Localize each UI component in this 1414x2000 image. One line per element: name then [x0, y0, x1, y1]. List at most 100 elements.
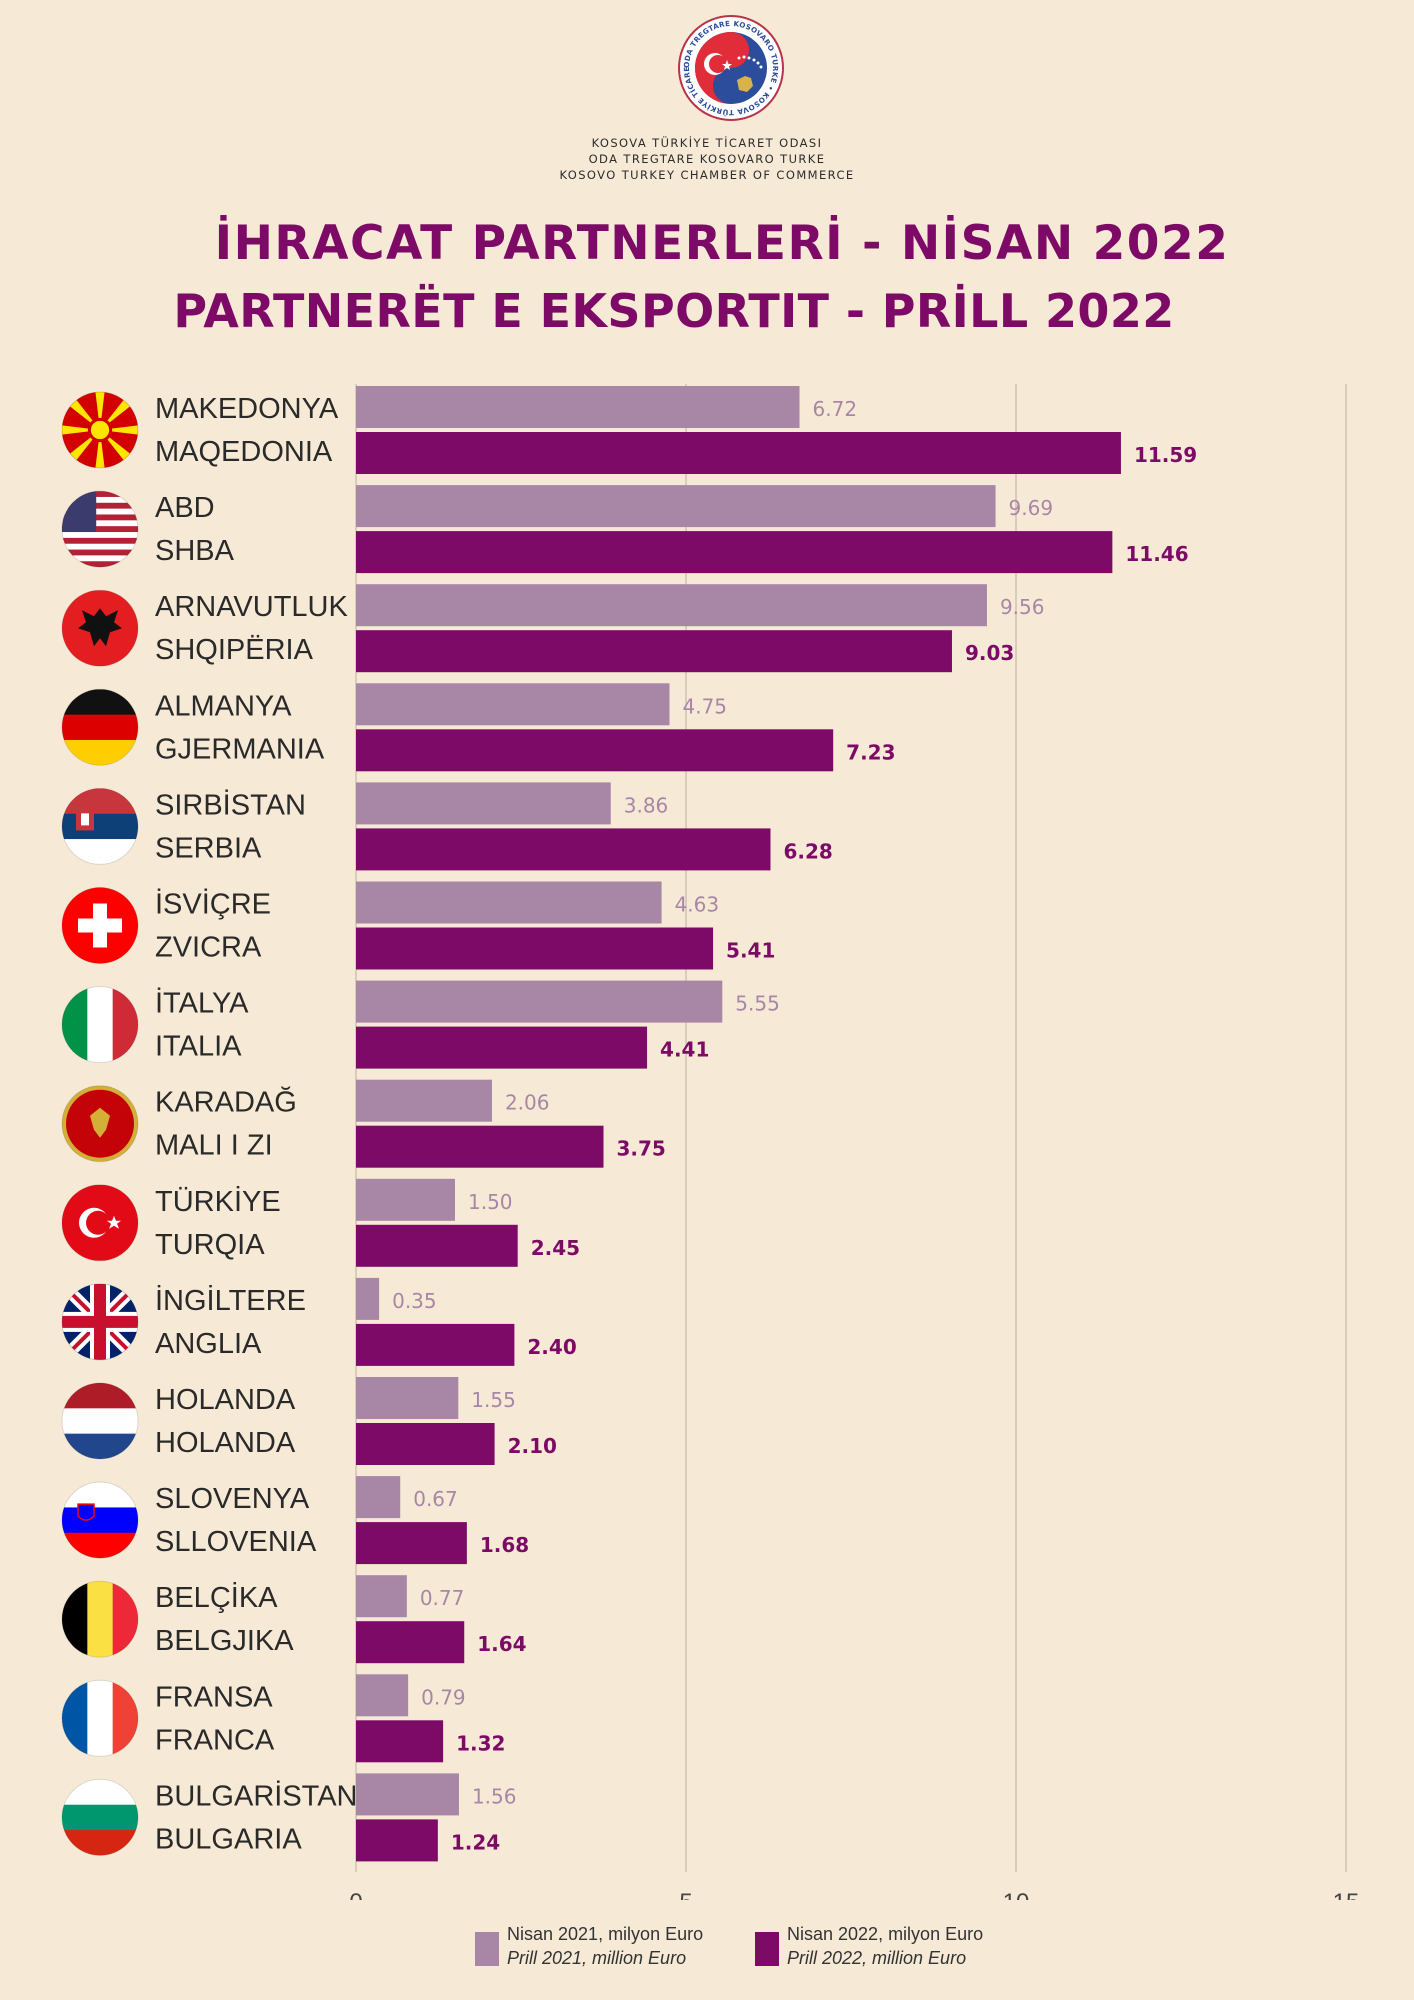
- category-row-14: 1.56 1.24 BULGARİSTAN BULGARIA: [61, 1773, 517, 1862]
- data-label-2022: 11.59: [1134, 443, 1197, 467]
- country-label-tr: ALMANYA: [155, 690, 292, 722]
- data-label-2021: 5.55: [735, 992, 780, 1016]
- albania-flag-icon: [61, 589, 139, 667]
- category-row-13: 0.79 1.32 FRANSA FRANCA: [61, 1674, 505, 1763]
- country-label-sq: GJERMANIA: [155, 733, 325, 765]
- bar-2022: [356, 828, 771, 871]
- country-label-sq: SHBA: [155, 535, 235, 567]
- title-turkish: İHRACAT PARTNERLERİ - NİSAN 2022: [214, 216, 1230, 271]
- slovenia-flag-icon: [61, 1481, 139, 1559]
- country-label-tr: SLOVENYA: [155, 1483, 310, 1515]
- country-label-sq: SHQIPËRIA: [155, 634, 314, 666]
- bar-2022: [356, 1026, 648, 1069]
- bar-2022: [356, 1621, 465, 1664]
- data-label-2022: 1.32: [456, 1731, 505, 1755]
- data-label-2021: 0.77: [420, 1586, 465, 1610]
- country-label-tr: TÜRKİYE: [155, 1185, 281, 1218]
- data-label-2022: 2.45: [531, 1236, 580, 1260]
- x-tick-label-5: 5: [679, 1889, 692, 1900]
- title-albanian: PARTNERËT E EKSPORTIT - PRİLL 2022: [173, 284, 1175, 338]
- bar-2022: [356, 630, 952, 673]
- country-label-sq: SLLOVENIA: [155, 1526, 317, 1558]
- data-label-2021: 3.86: [624, 793, 669, 817]
- data-label-2022: 1.68: [480, 1533, 529, 1557]
- montenegro-flag-icon: [61, 1085, 139, 1163]
- country-label-tr: ARNAVUTLUK: [155, 591, 348, 623]
- turkey-flag-icon: [61, 1184, 139, 1262]
- data-label-2021: 1.56: [472, 1784, 517, 1808]
- uk-flag-icon: [61, 1283, 139, 1361]
- category-row-0: 6.72 11.59 MAKEDONYA MAQEDONIA: [61, 386, 1197, 474]
- country-label-sq: FRANCA: [155, 1724, 275, 1756]
- legend-label-2021-en: Prill 2021, million Euro: [507, 1948, 687, 1968]
- bar-2021: [356, 1476, 401, 1519]
- germany-flag-icon: [61, 688, 139, 766]
- data-label-2022: 9.03: [965, 641, 1014, 665]
- country-label-sq: MALI I ZI: [155, 1130, 273, 1162]
- bar-2021: [356, 584, 987, 627]
- country-label-sq: MAQEDONIA: [155, 436, 333, 468]
- country-label-sq: ITALIA: [155, 1031, 242, 1063]
- country-label-tr: MAKEDONYA: [155, 393, 339, 425]
- bar-2022: [356, 531, 1113, 574]
- bar-2022: [356, 1224, 518, 1267]
- country-label-tr: BELÇİKA: [155, 1581, 278, 1614]
- data-label-2022: 1.64: [477, 1632, 526, 1656]
- export-partners-chart: 0 5 10 15 6.72 11.59 MAKEDONYA MAQEDONIA 9.69 11.…: [61, 384, 1360, 1900]
- country-label-tr: BULGARİSTAN: [155, 1779, 358, 1812]
- bar-2022: [356, 1819, 438, 1862]
- country-label-tr: İSVİÇRE: [155, 888, 271, 921]
- data-label-2021: 0.67: [413, 1487, 458, 1511]
- bar-2021: [356, 1277, 380, 1320]
- data-label-2022: 11.46: [1125, 542, 1188, 566]
- data-label-2022: 5.41: [726, 939, 775, 963]
- legend-swatch-2021: [475, 1932, 499, 1966]
- country-label-tr: HOLANDA: [155, 1384, 296, 1416]
- data-label-2022: 7.23: [846, 740, 895, 764]
- country-label-sq: ZVICRA: [155, 932, 262, 964]
- country-label-tr: SIRBİSTAN: [155, 788, 306, 821]
- bar-2022: [356, 1125, 604, 1168]
- bar-2021: [356, 1178, 455, 1221]
- bar-2021: [356, 782, 611, 825]
- bar-2021: [356, 1079, 492, 1122]
- bar-2021: [356, 1773, 459, 1816]
- country-label-sq: BULGARIA: [155, 1823, 302, 1855]
- legend-label-2021: Nisan 2021, milyon Euro: [507, 1924, 704, 1944]
- country-label-sq: BELGJIKA: [155, 1625, 294, 1657]
- category-row-12: 0.77 1.64 BELÇİKA BELGJIKA: [61, 1575, 527, 1664]
- bar-2022: [356, 1423, 495, 1465]
- category-row-1: 9.69 11.46 ABD SHBA: [61, 485, 1189, 574]
- data-label-2021: 0.79: [421, 1685, 466, 1709]
- legend-swatch-2022: [755, 1932, 779, 1966]
- country-label-sq: TURQIA: [155, 1229, 265, 1261]
- switzerland-flag-icon: [61, 887, 139, 964]
- x-tick-label-15: 15: [1333, 1889, 1360, 1900]
- data-label-2022: 3.75: [617, 1137, 666, 1161]
- bar-2021: [356, 1377, 459, 1419]
- country-label-tr: İTALYA: [155, 987, 249, 1020]
- bulgaria-flag-icon: [61, 1778, 139, 1856]
- category-row-3: 4.75 7.23 ALMANYA GJERMANIA: [61, 683, 896, 772]
- bar-2022: [356, 729, 834, 772]
- bar-2022: [356, 1720, 444, 1763]
- org-name-en: KOSOVO TURKEY CHAMBER OF COMMERCE: [559, 168, 855, 182]
- data-label-2021: 4.63: [675, 893, 720, 917]
- bar-2021: [356, 683, 670, 726]
- data-label-2021: 6.72: [813, 397, 858, 421]
- data-label-2022: 4.41: [660, 1038, 709, 1062]
- x-tick-label-0: 0: [349, 1889, 362, 1900]
- legend-label-2022: Nisan 2022, milyon Euro: [787, 1924, 984, 1944]
- data-label-2022: 6.28: [783, 839, 832, 863]
- category-row-5: 4.635.41 İSVİÇRE ZVICRA: [61, 881, 775, 970]
- bar-2022: [356, 927, 714, 970]
- belgium-flag-icon: [61, 1580, 139, 1658]
- usa-flag-icon: [61, 490, 139, 568]
- bar-2021: [356, 1575, 407, 1618]
- data-label-2022: 1.24: [451, 1830, 500, 1854]
- data-label-2021: 9.69: [1009, 496, 1054, 520]
- x-tick-label-10: 10: [1003, 1889, 1030, 1900]
- category-row-7: 2.06 3.75 KARADAĞ MALI I ZI: [61, 1079, 666, 1168]
- data-label-2021: 2.06: [505, 1091, 550, 1115]
- category-row-4: 3.86 6.28 SIRBİSTAN SERBIA: [61, 782, 833, 871]
